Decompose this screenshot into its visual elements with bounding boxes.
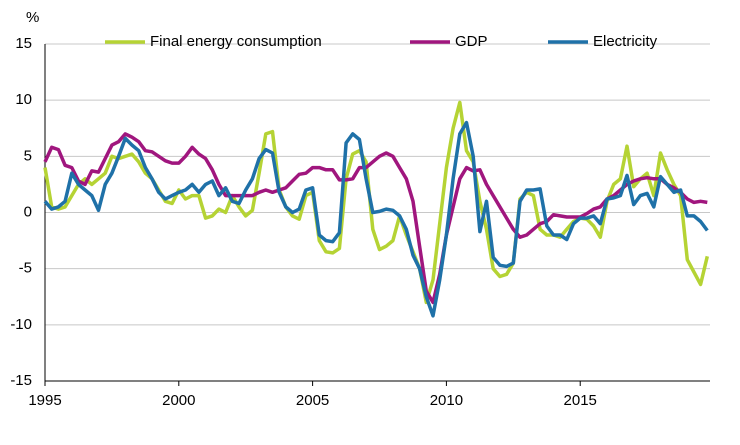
series-line (43, 132, 708, 305)
legend-label: GDP (455, 33, 488, 50)
series-line (43, 120, 709, 318)
legend-label: Electricity (593, 33, 658, 50)
y-axis-label: % (26, 9, 39, 26)
series-line (43, 100, 710, 305)
y-tick-label: -10 (10, 316, 32, 333)
y-tick-label: 10 (15, 91, 32, 108)
x-tick-label: 2005 (296, 392, 329, 409)
x-tick-label: 1995 (28, 392, 61, 409)
x-tick-label: 2010 (430, 392, 463, 409)
x-tick-label: 2015 (564, 392, 597, 409)
y-tick-label: -15 (10, 372, 32, 389)
y-tick-label: 15 (15, 35, 32, 52)
y-tick-label: -5 (19, 260, 32, 277)
y-tick-label: 0 (24, 203, 32, 220)
y-tick-label: 5 (24, 147, 32, 164)
legend-label: Final energy consumption (150, 33, 322, 50)
x-tick-label: 2000 (162, 392, 195, 409)
